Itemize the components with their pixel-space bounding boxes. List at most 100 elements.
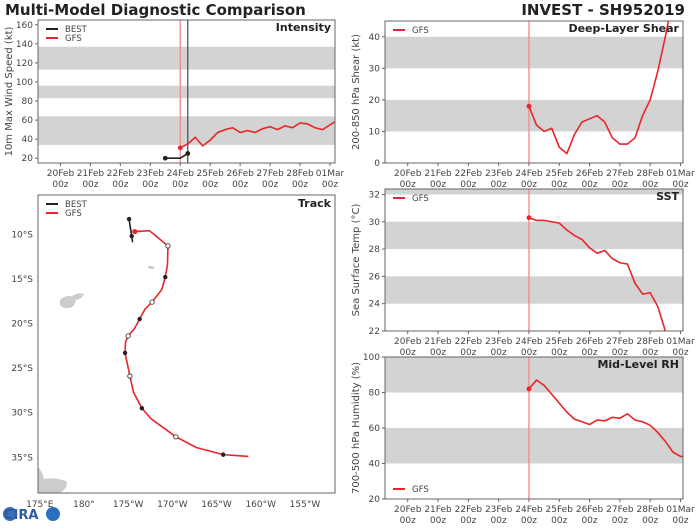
x-tick-hour: 00z — [292, 180, 308, 190]
x-tick-date: 23Feb — [485, 337, 513, 347]
y-tick-label: 100 — [16, 78, 33, 88]
x-tick-date: 24Feb — [515, 169, 543, 179]
y-tick-label: 10 — [369, 127, 381, 137]
track-point-gfs — [140, 406, 144, 410]
shaded-band — [385, 189, 683, 194]
track-point-gfs — [166, 244, 170, 248]
track-line-gfs — [125, 231, 248, 457]
track-point-gfs — [128, 374, 132, 378]
y-tick-label: 40 — [369, 460, 381, 470]
legend-label-gfs: GFS — [65, 34, 82, 44]
x-tick-hour: 00z — [322, 180, 338, 190]
x-tick-date: 20Feb — [47, 169, 75, 179]
land-new-zealand — [38, 467, 67, 493]
x-tick-date: 26Feb — [226, 169, 254, 179]
x-tick-hour: 00z — [430, 516, 446, 525]
x-tick-date: 28Feb — [636, 505, 664, 515]
shaded-band — [385, 428, 683, 464]
panel-title: Track — [298, 197, 332, 210]
panel-title: Intensity — [276, 21, 331, 34]
lon-tick-label: 175°W — [113, 500, 144, 510]
y-tick-label: 32 — [369, 190, 380, 200]
track-point-best — [127, 217, 131, 221]
x-tick-date: 21Feb — [424, 505, 452, 515]
x-tick-date: 20Feb — [394, 169, 422, 179]
x-tick-date: 21Feb — [77, 169, 105, 179]
lon-tick-label: 180° — [73, 500, 95, 510]
legend-label-gfs: GFS — [412, 194, 429, 204]
x-tick-hour: 00z — [521, 516, 537, 525]
data-point-best — [163, 156, 168, 161]
data-point-gfs — [527, 215, 532, 220]
shaded-band — [38, 47, 335, 70]
lat-tick-label: 10°S — [11, 230, 33, 240]
x-tick-date: 26Feb — [576, 337, 604, 347]
x-tick-date: 28Feb — [636, 337, 664, 347]
x-tick-date: 24Feb — [515, 505, 543, 515]
x-tick-date: 25Feb — [546, 505, 574, 515]
x-tick-date: 20Feb — [394, 505, 422, 515]
y-tick-label: 30 — [369, 218, 381, 228]
y-tick-label: 40 — [22, 135, 34, 145]
lon-tick-label: 155°W — [290, 500, 321, 510]
lat-tick-label: 15°S — [11, 275, 33, 285]
x-tick-hour: 00z — [642, 516, 658, 525]
shaded-band — [38, 86, 335, 98]
x-tick-date: 25Feb — [197, 169, 225, 179]
x-tick-date: 24Feb — [515, 337, 543, 347]
data-point-gfs — [527, 387, 532, 392]
panel-deep-layer-shear: 01020304020Feb00z21Feb00z22Feb00z23Feb00… — [351, 0, 695, 190]
x-tick-date: 26Feb — [576, 505, 604, 515]
y-tick-label: 60 — [369, 424, 381, 434]
lon-tick-label: 170°W — [157, 500, 188, 510]
y-tick-label: 160 — [16, 21, 33, 31]
plots: 2040608010012014016020Feb00z21Feb00z22Fe… — [4, 0, 695, 525]
legend-label-gfs: GFS — [412, 485, 429, 495]
x-tick-date: 20Feb — [394, 337, 422, 347]
x-tick-hour: 00z — [400, 516, 416, 525]
x-tick-date: 26Feb — [576, 169, 604, 179]
lat-tick-label: 20°S — [11, 319, 33, 329]
shaded-band — [385, 276, 683, 303]
y-axis-label: 200-850 hPa Shear (kt) — [351, 34, 362, 150]
shaded-band — [385, 222, 683, 249]
x-tick-date: 01Mar — [666, 505, 695, 515]
x-tick-hour: 00z — [491, 516, 507, 525]
x-tick-date: 01Mar — [316, 169, 345, 179]
x-tick-date: 23Feb — [485, 505, 513, 515]
data-point-gfs — [178, 145, 183, 150]
cira-logo: CIRA — [3, 507, 60, 523]
y-tick-label: 40 — [369, 33, 381, 43]
shaded-band — [385, 37, 683, 69]
y-tick-label: 120 — [16, 59, 33, 69]
land-samoa — [148, 266, 155, 269]
x-tick-hour: 00z — [612, 516, 628, 525]
x-tick-date: 27Feb — [606, 169, 634, 179]
x-tick-hour: 00z — [551, 516, 567, 525]
x-tick-date: 25Feb — [546, 169, 574, 179]
track-point-gfs — [126, 334, 130, 338]
y-tick-label: 60 — [22, 116, 34, 126]
track-point-gfs — [137, 317, 141, 321]
x-tick-date: 22Feb — [455, 337, 483, 347]
axes-frame — [38, 195, 335, 493]
y-tick-label: 30 — [369, 64, 381, 74]
lat-tick-label: 30°S — [11, 409, 33, 419]
y-tick-label: 100 — [363, 353, 380, 363]
track-point-gfs — [150, 300, 154, 304]
lon-tick-label: 165°W — [201, 500, 232, 510]
x-tick-date: 27Feb — [606, 337, 634, 347]
x-tick-hour: 00z — [232, 180, 248, 190]
y-tick-label: 140 — [16, 40, 33, 50]
x-tick-hour: 00z — [172, 180, 188, 190]
y-tick-label: 22 — [369, 327, 380, 337]
axes-frame — [385, 189, 683, 331]
x-tick-date: 23Feb — [137, 169, 165, 179]
track-point-gfs — [163, 275, 167, 279]
y-tick-label: 28 — [369, 245, 381, 255]
track-point-best — [129, 234, 133, 238]
panel-title: SST — [656, 190, 679, 203]
panel-intensity: 2040608010012014016020Feb00z21Feb00z22Fe… — [4, 20, 345, 190]
panel-sst: 22242628303220Feb00z21Feb00z22Feb00z23Fe… — [351, 189, 695, 358]
x-tick-date: 22Feb — [455, 169, 483, 179]
